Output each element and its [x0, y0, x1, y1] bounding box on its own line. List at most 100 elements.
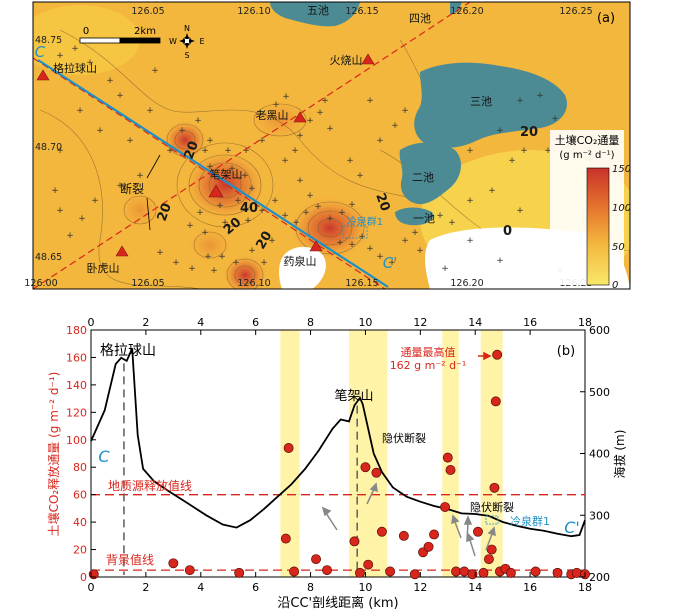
- lake-sichi: [450, 2, 462, 14]
- flux-point: [322, 565, 332, 576]
- scale-bar-start: 0: [83, 26, 89, 37]
- sample-point: +: [204, 252, 212, 262]
- scale-bar-end: 2km: [134, 26, 156, 37]
- sample-point: +: [448, 218, 456, 228]
- map-y-tick: 48.75: [35, 35, 62, 46]
- map-top-tick: 126.15: [345, 6, 378, 17]
- volcano-marker: [208, 184, 224, 198]
- sample-point: +: [56, 206, 64, 216]
- sample-point: +: [291, 146, 299, 156]
- y-left-tick-label: 180: [66, 324, 87, 337]
- x-tick-label-top: 14: [468, 316, 482, 329]
- sample-point: +: [166, 146, 174, 156]
- x-tick-label: 4: [197, 581, 204, 594]
- sample-point: +: [466, 236, 474, 246]
- map-panel: ++++++++++++ +++++++++ +++++++++++++++++++…: [24, 1, 631, 291]
- compass-e: E: [199, 37, 204, 46]
- flux-point: [311, 554, 321, 565]
- x-tick-label: 10: [358, 581, 372, 594]
- sample-point: +: [206, 136, 214, 146]
- sample-point: +: [296, 176, 304, 186]
- flux-point: [505, 567, 516, 578]
- compass-s: S: [184, 51, 189, 60]
- flux-point: [473, 526, 483, 537]
- sample-point: +: [178, 126, 186, 136]
- y-left-tick-label: 80: [73, 461, 87, 474]
- x-tick-label-top: 8: [307, 316, 314, 329]
- x-tick-label-top: 4: [197, 316, 204, 329]
- flux-point: [492, 349, 503, 360]
- sample-point: +: [76, 106, 84, 116]
- sample-point: +: [496, 126, 504, 136]
- fault-line: [33, 2, 471, 289]
- colorbar-unit: (g m⁻² d⁻¹): [559, 150, 614, 161]
- sample-point: +: [466, 196, 474, 206]
- sample-point: +: [536, 91, 544, 101]
- highlight-band: [480, 330, 503, 577]
- fault-leader: [146, 197, 151, 231]
- sample-point: +: [201, 228, 209, 238]
- volcano-marker: [36, 69, 50, 81]
- sample-point: +: [172, 258, 180, 268]
- x-axis-ticks: 0 0 2 2 4 4 6 6 8 8 10 10 12 12 14 14 16 16 18 18: [88, 316, 593, 594]
- sample-point: +: [56, 146, 64, 156]
- sample-point: +: [260, 258, 268, 268]
- panel-label-b: (b): [557, 344, 575, 359]
- flux-point: [490, 396, 501, 407]
- sample-point: +: [346, 156, 354, 166]
- y-right-tick-label: 300: [589, 509, 610, 522]
- flux-point: [442, 452, 453, 463]
- sample-point: +: [338, 208, 346, 218]
- flux-point: [363, 559, 374, 570]
- sample-point: +: [51, 186, 59, 196]
- lake-label: 五池: [307, 4, 329, 17]
- sample-point: +: [356, 171, 364, 181]
- flux-hotspot: [290, 196, 370, 260]
- lake-label: 二池: [412, 171, 434, 184]
- sample-point: +: [242, 146, 250, 156]
- sample-point: +: [66, 231, 74, 241]
- y-right-tick-label: 400: [589, 448, 610, 461]
- volcano-marker: [309, 240, 323, 252]
- flux-hotspot: [223, 255, 267, 289]
- sample-point: +: [441, 264, 449, 274]
- sample-point: +: [401, 236, 409, 246]
- x-tick-label-top: 12: [413, 316, 427, 329]
- sample-point: +: [551, 114, 559, 124]
- sample-point: +: [232, 258, 240, 268]
- plot-frame: [90, 329, 586, 578]
- sample-point: +: [401, 106, 409, 116]
- y-left-tick-label: 100: [66, 434, 87, 447]
- x-tick-label-top: 10: [358, 316, 372, 329]
- volcano-label: 药泉山: [284, 254, 317, 268]
- spring-icon: [485, 515, 499, 525]
- map-top-tick: 126.25: [559, 6, 592, 17]
- y-left-tick-label: 0: [80, 571, 87, 584]
- flux-point: [552, 567, 563, 578]
- sample-point: +: [56, 51, 64, 61]
- marker-label-bijia: 笔架山: [334, 388, 373, 404]
- flux-point: [409, 569, 420, 580]
- fault-label: 断裂: [120, 181, 144, 196]
- sample-point: +: [91, 196, 99, 206]
- lake-wuchi: [270, 2, 360, 27]
- y-right-tick-label: 600: [589, 324, 610, 337]
- max-arrow: [478, 351, 492, 361]
- profile-start-label: C: [35, 43, 46, 61]
- y-left-tick-label: 120: [66, 406, 87, 419]
- flux-point: [168, 558, 179, 569]
- x-tick-label: 12: [413, 581, 427, 594]
- y-right-tick-label: 200: [589, 571, 610, 584]
- contour-label: 20: [155, 201, 175, 223]
- y-left-label: 土壤CO₂释放通量 (g m⁻² d⁻¹): [46, 372, 61, 537]
- sample-point: +: [411, 228, 419, 238]
- sample-point: +: [316, 108, 324, 118]
- sample-point: +: [234, 196, 242, 206]
- nodata-area: [279, 246, 326, 289]
- flux-point: [486, 544, 497, 555]
- y-right-label: 海拔 (m): [612, 430, 627, 479]
- sample-point: +: [71, 44, 79, 54]
- sample-point: +: [221, 218, 229, 228]
- compass-n: N: [184, 24, 190, 33]
- max-label-line2: 162 g m⁻² d⁻¹: [390, 359, 467, 372]
